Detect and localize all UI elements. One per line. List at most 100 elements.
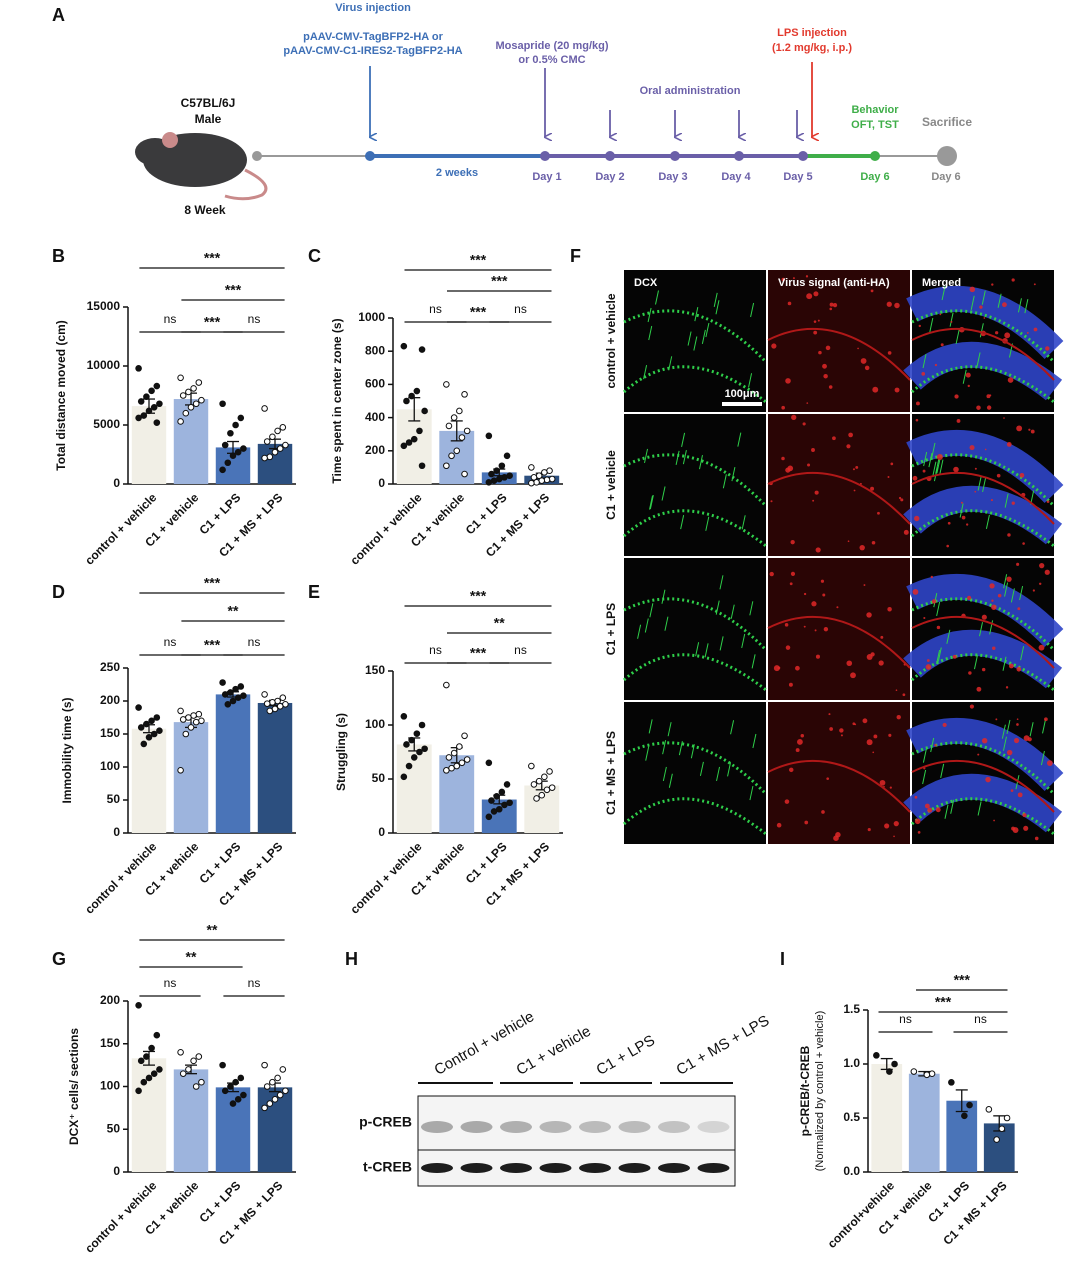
data-point bbox=[232, 1078, 239, 1086]
data-point bbox=[400, 342, 408, 350]
virus-signal bbox=[967, 595, 972, 600]
day-label: Day 6 bbox=[860, 171, 889, 183]
y-tick-label: 50 bbox=[107, 1121, 121, 1135]
virus-signal bbox=[1038, 644, 1045, 651]
virus-signal bbox=[790, 571, 796, 576]
data-point bbox=[271, 1096, 279, 1103]
virus-signal bbox=[1034, 836, 1039, 841]
virus-signal bbox=[1033, 327, 1038, 332]
virus-fiber bbox=[767, 759, 911, 813]
data-point bbox=[461, 732, 468, 740]
virus-signal bbox=[902, 693, 906, 697]
dcx-fiber bbox=[930, 737, 935, 753]
blot-band bbox=[460, 1163, 493, 1173]
dcx-fiber bbox=[667, 722, 672, 737]
data-point bbox=[187, 724, 195, 731]
data-point bbox=[541, 469, 548, 476]
significance-label: ns bbox=[429, 643, 442, 657]
y-tick-label: 0 bbox=[113, 1164, 120, 1178]
mouse-tail bbox=[224, 168, 268, 201]
virus-signal bbox=[898, 496, 902, 500]
data-point bbox=[156, 400, 163, 408]
dcx-fiber bbox=[662, 740, 667, 755]
virus-signal bbox=[802, 422, 806, 426]
data-point bbox=[263, 1083, 271, 1090]
virus-signal bbox=[848, 432, 853, 438]
column-header: Merged bbox=[922, 277, 961, 289]
data-point bbox=[192, 718, 200, 726]
virus-signal bbox=[974, 490, 977, 493]
virus-signal bbox=[791, 414, 797, 421]
data-point bbox=[195, 379, 203, 386]
data-point bbox=[448, 452, 455, 460]
data-point bbox=[192, 1083, 200, 1090]
virus-signal bbox=[781, 456, 785, 461]
virus-signal bbox=[1044, 717, 1048, 722]
data-point bbox=[135, 365, 142, 372]
virus-signal bbox=[934, 743, 937, 747]
virus-signal bbox=[832, 302, 838, 308]
data-point bbox=[234, 1096, 242, 1103]
data-point bbox=[229, 697, 237, 705]
data-point bbox=[453, 447, 461, 455]
dcx-fiber bbox=[976, 352, 981, 367]
virus-signal bbox=[1022, 542, 1025, 545]
data-point bbox=[543, 476, 551, 484]
virus-signal bbox=[788, 767, 794, 773]
data-point bbox=[961, 1112, 968, 1120]
data-point bbox=[182, 409, 190, 417]
panel-letter: H bbox=[345, 949, 358, 969]
virus-signal bbox=[952, 654, 957, 659]
data-point bbox=[274, 1074, 281, 1082]
band-label: t-CREB bbox=[363, 1159, 412, 1175]
significance-label: ns bbox=[164, 635, 177, 649]
virus-signal bbox=[884, 823, 890, 829]
y-tick-label: 1.5 bbox=[843, 1002, 860, 1016]
virus-signal bbox=[822, 593, 826, 597]
significance-label: *** bbox=[204, 637, 221, 653]
virus-signal bbox=[850, 672, 856, 679]
virus-signal bbox=[995, 718, 998, 721]
micrograph bbox=[768, 270, 910, 412]
day-label: Day 3 bbox=[658, 171, 687, 183]
significance-label: *** bbox=[935, 994, 952, 1010]
data-point bbox=[282, 441, 289, 449]
data-point bbox=[413, 387, 421, 395]
data-point bbox=[269, 699, 276, 706]
virus-signal bbox=[1007, 377, 1014, 383]
data-point bbox=[229, 1100, 237, 1107]
blot-band bbox=[658, 1121, 690, 1133]
virus-signal bbox=[921, 372, 926, 376]
dcx-fiber bbox=[931, 442, 936, 458]
virus-signal bbox=[927, 807, 933, 813]
data-point bbox=[177, 1049, 184, 1056]
data-point bbox=[528, 464, 535, 471]
dcx-fiber bbox=[682, 449, 687, 465]
blot-band bbox=[618, 1163, 651, 1173]
dcx-fiber bbox=[680, 515, 685, 530]
dcx-fiber bbox=[977, 801, 982, 816]
virus-signal bbox=[887, 476, 890, 478]
dcx-signal bbox=[623, 453, 768, 508]
data-point bbox=[148, 1044, 155, 1052]
bar bbox=[946, 1100, 978, 1172]
virus-signal bbox=[871, 540, 876, 545]
virus-signal bbox=[1004, 332, 1011, 339]
y-tick-label: 10000 bbox=[87, 358, 121, 372]
significance-label: *** bbox=[491, 273, 508, 289]
dcx-fiber bbox=[690, 744, 695, 759]
virus-signal bbox=[787, 301, 792, 306]
virus-signal bbox=[947, 521, 951, 525]
data-point bbox=[541, 773, 548, 781]
significance-label: ns bbox=[899, 1012, 912, 1026]
data-point bbox=[190, 1057, 197, 1065]
virus-signal bbox=[1012, 827, 1019, 833]
dcx-fiber bbox=[701, 329, 706, 344]
virus-signal bbox=[859, 544, 865, 551]
dcx-fiber bbox=[648, 325, 653, 341]
virus-signal bbox=[1016, 425, 1023, 432]
dcx-fiber bbox=[727, 762, 732, 777]
data-point bbox=[418, 346, 426, 353]
virus-signal bbox=[787, 465, 794, 472]
